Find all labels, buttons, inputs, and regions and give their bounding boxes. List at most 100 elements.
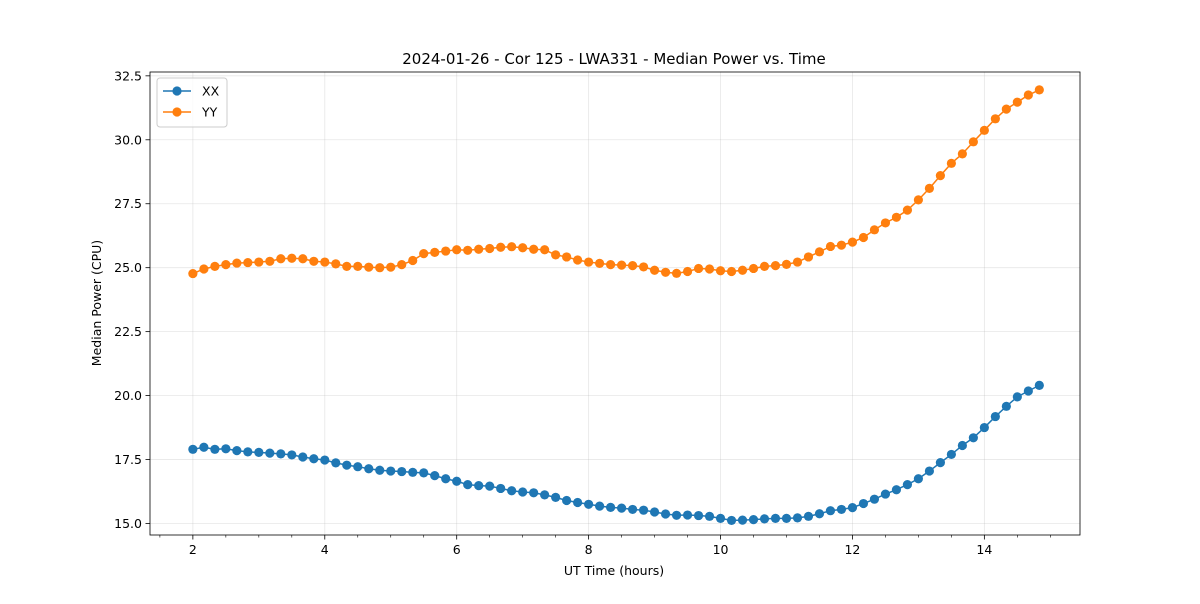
- data-point-xx: [452, 476, 462, 486]
- data-point-xx: [573, 497, 583, 508]
- data-point-yy: [913, 195, 924, 205]
- data-point-xx: [660, 509, 671, 519]
- data-point-yy: [660, 267, 671, 277]
- data-point-xx: [210, 444, 220, 454]
- data-point-yy: [979, 125, 989, 135]
- data-point-yy: [485, 243, 495, 254]
- data-point-xx: [880, 489, 891, 499]
- data-point-yy: [814, 247, 825, 257]
- data-point-xx: [243, 447, 253, 457]
- data-point-xx: [584, 499, 594, 509]
- data-point-yy: [309, 256, 319, 266]
- data-point-xx: [551, 492, 561, 502]
- data-point-xx: [649, 507, 660, 517]
- data-point-xx: [704, 511, 715, 521]
- data-point-yy: [726, 266, 737, 277]
- data-point-xx: [858, 498, 869, 509]
- data-point-yy: [518, 243, 528, 253]
- data-point-xx: [540, 490, 550, 500]
- data-point-yy: [540, 245, 550, 255]
- data-point-yy: [375, 263, 385, 273]
- data-point-xx: [1012, 392, 1022, 402]
- data-point-yy: [902, 205, 913, 215]
- data-point-yy: [704, 264, 715, 274]
- data-point-xx: [748, 515, 759, 525]
- data-point-yy: [1012, 97, 1022, 107]
- data-point-xx: [627, 504, 638, 515]
- data-point-xx: [463, 480, 473, 490]
- data-point-xx: [386, 466, 396, 476]
- data-point-yy: [627, 261, 638, 271]
- data-point-xx: [913, 474, 924, 484]
- data-point-xx: [397, 466, 407, 477]
- data-point-yy: [210, 261, 220, 272]
- data-point-xx: [364, 464, 374, 474]
- data-point-yy: [397, 260, 407, 270]
- data-point-yy: [364, 262, 374, 272]
- data-point-yy: [199, 264, 209, 274]
- data-point-xx: [957, 440, 967, 451]
- data-point-xx: [331, 458, 341, 468]
- data-point-yy: [320, 257, 330, 267]
- data-point-xx: [781, 513, 792, 523]
- x-tick-label: 10: [713, 542, 729, 557]
- series-layer: [188, 85, 1044, 526]
- series-yy: [188, 85, 1044, 279]
- data-point-yy: [419, 249, 429, 259]
- data-point-xx: [814, 509, 825, 519]
- data-point-xx: [595, 501, 605, 511]
- data-point-xx: [1023, 386, 1033, 396]
- data-point-yy: [507, 242, 517, 252]
- data-point-yy: [748, 263, 759, 274]
- data-point-xx: [979, 422, 989, 433]
- y-tick-label: 22.5: [114, 324, 142, 339]
- legend-label-xx: XX: [202, 84, 220, 99]
- y-tick-label: 17.5: [114, 452, 142, 467]
- data-point-yy: [265, 256, 275, 266]
- x-tick-label: 8: [585, 542, 593, 557]
- data-point-yy: [584, 257, 594, 267]
- data-point-xx: [792, 513, 803, 523]
- data-point-yy: [858, 232, 869, 243]
- data-point-xx: [419, 468, 429, 478]
- data-point-xx: [408, 467, 418, 477]
- data-point-xx: [309, 454, 319, 464]
- data-point-yy: [243, 257, 253, 268]
- data-point-yy: [463, 245, 473, 255]
- data-point-xx: [320, 455, 330, 465]
- data-point-yy: [408, 255, 418, 266]
- data-point-xx: [430, 471, 440, 481]
- data-point-yy: [562, 252, 572, 262]
- data-point-xx: [968, 433, 978, 443]
- data-point-yy: [254, 257, 264, 267]
- data-point-xx: [496, 483, 506, 494]
- data-point-xx: [265, 448, 275, 458]
- data-point-yy: [287, 253, 297, 263]
- axis-layer: 2 4 6 8 10 12 14 15.0 17.5 20.0 22.5 25.0 27.5 30.0 32…: [114, 68, 1051, 557]
- data-point-yy: [770, 261, 781, 271]
- data-point-yy: [386, 262, 396, 272]
- data-point-yy: [474, 244, 484, 254]
- data-point-xx: [803, 511, 814, 521]
- data-point-yy: [1001, 104, 1011, 114]
- y-tick-label: 15.0: [114, 516, 142, 531]
- data-point-xx: [902, 480, 913, 490]
- data-point-yy: [353, 261, 363, 272]
- data-point-xx: [353, 462, 363, 472]
- data-point-yy: [990, 114, 1000, 124]
- data-point-yy: [682, 266, 693, 277]
- data-point-xx: [990, 411, 1000, 422]
- data-point-xx: [529, 488, 539, 498]
- data-point-yy: [496, 242, 506, 252]
- plot-frame: [149, 71, 1081, 536]
- data-point-yy: [342, 261, 352, 272]
- data-point-xx: [221, 444, 231, 454]
- data-point-xx: [825, 506, 836, 516]
- data-point-xx: [726, 515, 737, 526]
- data-point-xx: [737, 515, 748, 525]
- data-point-yy: [573, 255, 583, 265]
- data-point-xx: [946, 449, 956, 460]
- data-point-xx: [869, 494, 880, 504]
- y-tick-label: 32.5: [114, 68, 142, 83]
- data-point-yy: [693, 263, 704, 274]
